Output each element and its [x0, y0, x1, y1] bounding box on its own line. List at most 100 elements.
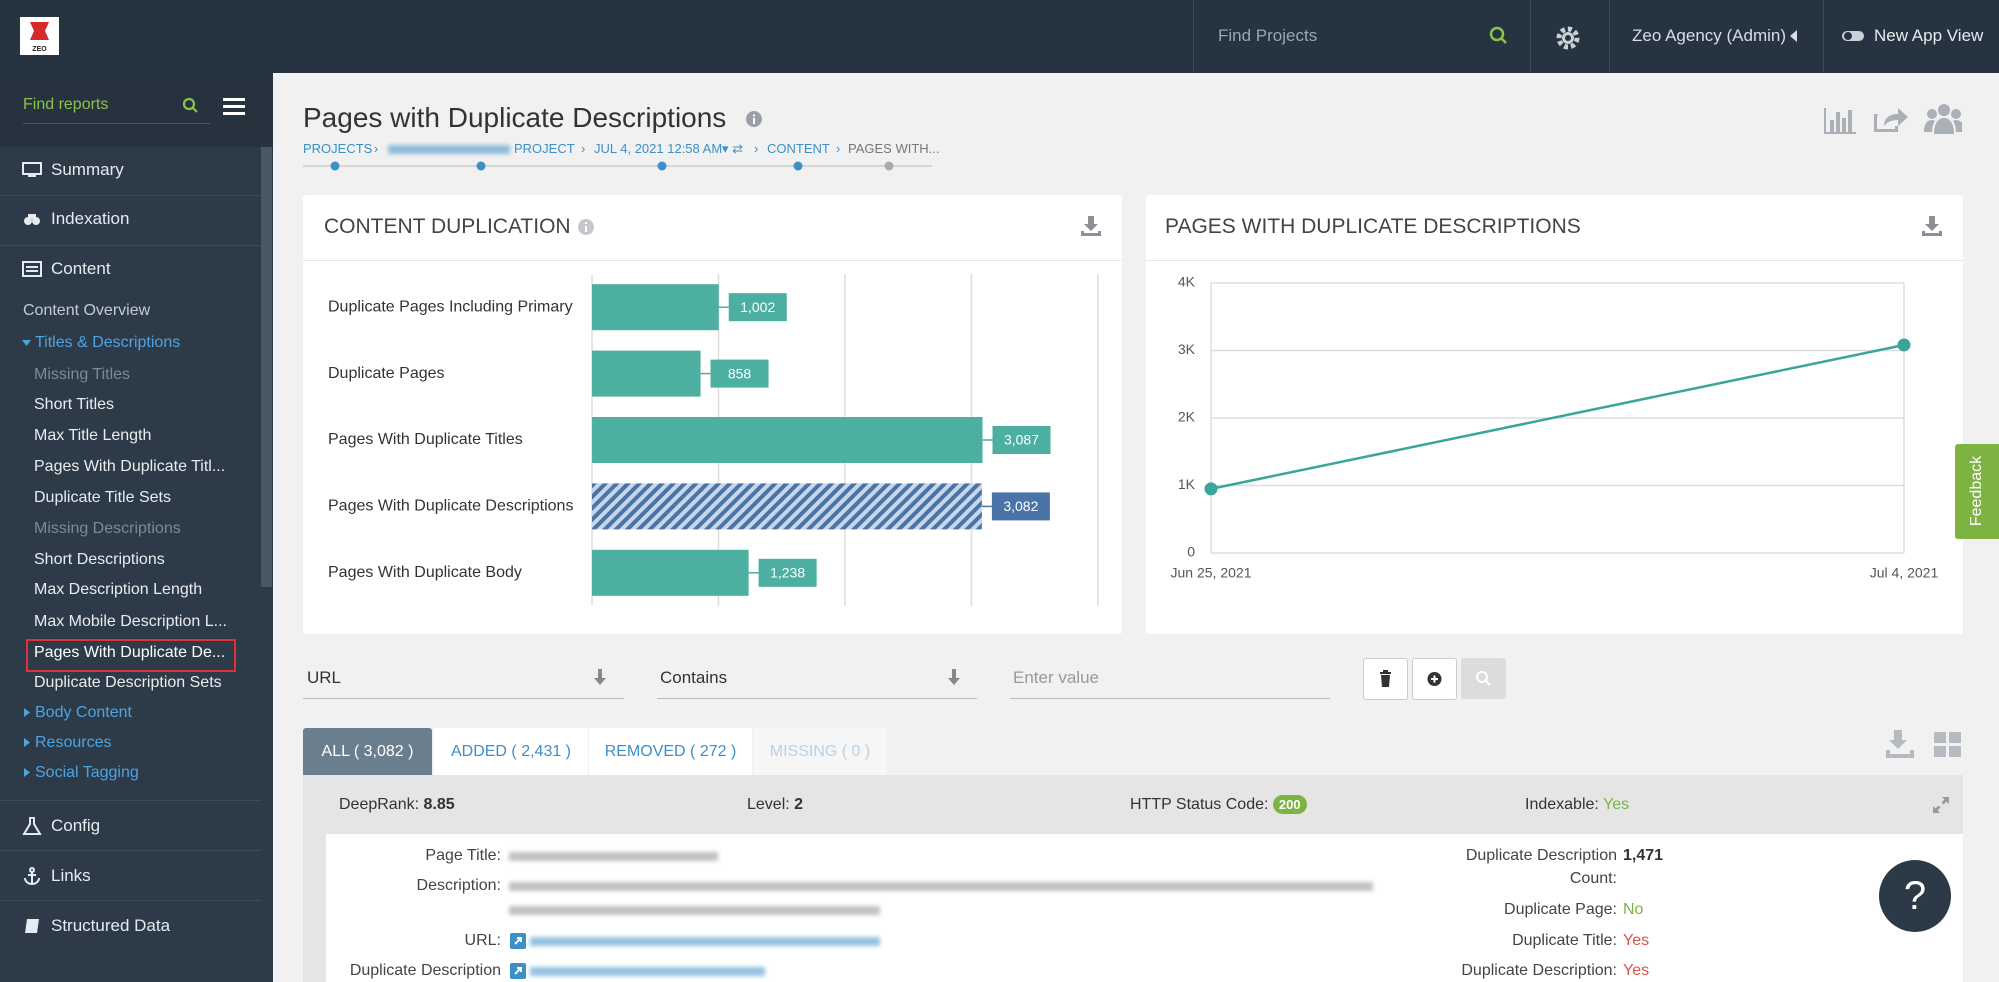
nav-content[interactable]: Content [51, 259, 111, 278]
nav-config[interactable]: Config [51, 816, 101, 835]
nav-item[interactable]: Content Overview [23, 302, 151, 319]
nav-structured-data[interactable]: Structured Data [51, 916, 171, 935]
nav-group[interactable]: Titles & Descriptions [35, 334, 181, 351]
bar [592, 417, 983, 463]
detail-value: No [1623, 901, 1644, 918]
nav-links[interactable]: Links [51, 866, 91, 885]
detail-label: Duplicate Page: [1504, 901, 1617, 918]
crawl-switch-icon[interactable]: ▾ ⇄ [722, 141, 744, 156]
indexation-icon [24, 214, 40, 225]
config-icon [22, 817, 42, 835]
external-link-icon[interactable] [510, 963, 526, 979]
nav-item[interactable]: Short Descriptions [34, 551, 165, 568]
active-highlight [26, 639, 236, 672]
add-button[interactable] [1412, 658, 1457, 700]
nav-group[interactable]: Social Tagging [35, 764, 139, 781]
toggle-icon[interactable] [1842, 30, 1864, 42]
value-label-box [991, 492, 1050, 521]
value-label: 3,087 [1004, 432, 1039, 448]
expand-caret [22, 340, 31, 346]
project-search[interactable]: Find Projects [1218, 26, 1318, 45]
filter-operator[interactable]: Contains [657, 658, 977, 699]
table-actions[interactable] [1884, 728, 1964, 762]
category-label: Pages With Duplicate Body [328, 564, 522, 581]
search-icon[interactable] [182, 97, 200, 115]
breadcrumb[interactable]: JUL 4, 2021 12:58 AM [594, 141, 723, 156]
nav-item[interactable]: Max Mobile Description L... [34, 613, 227, 630]
y-tick-label: 1K [1178, 476, 1196, 492]
redacted-link[interactable] [530, 937, 880, 946]
summary-value: 8.85 [423, 796, 455, 813]
feedback-tab[interactable]: Feedback [1955, 444, 1999, 539]
chart-title: CONTENT DUPLICATION [324, 215, 571, 238]
search-icon[interactable] [1489, 26, 1509, 46]
tab[interactable]: REMOVED ( 272 ) [589, 728, 752, 775]
breadcrumb[interactable]: CONTENT [767, 141, 830, 156]
separator [0, 850, 261, 851]
info-icon[interactable] [577, 218, 595, 236]
feedback-label[interactable]: Feedback [1968, 455, 1985, 527]
nav-item[interactable]: Short Titles [34, 396, 115, 413]
external-link-icon[interactable] [510, 933, 526, 949]
menu-icon[interactable] [223, 97, 245, 117]
settings-icon[interactable] [1555, 25, 1581, 51]
detail-value: Yes [1623, 932, 1650, 949]
download-icon[interactable] [1081, 216, 1101, 236]
summary-value: Yes [1603, 796, 1630, 813]
nav-item-active[interactable]: Pages With Duplicate De... [34, 644, 226, 661]
scrollbar [261, 147, 272, 587]
redacted-link[interactable] [530, 967, 765, 976]
nav-item[interactable]: Duplicate Description Sets [34, 674, 222, 691]
status-badge: 200 [1272, 795, 1307, 814]
dropdown-arrow [948, 669, 960, 685]
page-title: Pages with Duplicate Descriptions [303, 102, 727, 133]
detail-label: URL: [464, 932, 501, 949]
filter-field[interactable]: URL [303, 658, 624, 699]
expand-icon[interactable] [1932, 796, 1950, 814]
structured-data-icon [25, 919, 39, 933]
value-label: 3,082 [1003, 498, 1038, 514]
breadcrumb[interactable]: PROJECTS [303, 141, 373, 156]
search-button[interactable] [1461, 658, 1506, 699]
header-actions[interactable] [1822, 102, 1962, 136]
nav-summary[interactable]: Summary [51, 160, 124, 179]
nav-item[interactable]: Missing Titles [34, 366, 131, 383]
delete-button[interactable] [1363, 658, 1408, 700]
tab-active[interactable]: ALL ( 3,082 ) [303, 728, 432, 775]
dropdown-arrow [594, 669, 606, 685]
breadcrumb[interactable]: PROJECT [514, 141, 575, 156]
y-tick-label: 0 [1187, 544, 1195, 560]
tab-disabled: MISSING ( 0 ) [753, 728, 887, 775]
nav-group[interactable]: Resources [35, 734, 112, 751]
breadcrumb-track [303, 161, 932, 171]
nav-item[interactable]: Pages With Duplicate Titl... [34, 458, 226, 475]
detail-value: Yes [1623, 962, 1650, 979]
nav-item[interactable]: Max Description Length [34, 581, 203, 598]
redacted-value [509, 906, 880, 915]
category-label: Pages With Duplicate Descriptions [328, 498, 573, 515]
info-icon[interactable] [746, 111, 762, 127]
download-icon[interactable] [1922, 216, 1942, 236]
filter-value[interactable]: Enter value [1010, 658, 1330, 699]
logo-icon: ZEO [30, 22, 49, 53]
collapse-caret [24, 768, 30, 777]
detail-label: Count: [1569, 870, 1617, 887]
detail-label: Page Title: [425, 847, 501, 864]
nav-indexation[interactable]: Indexation [51, 209, 130, 228]
chart-title: PAGES WITH DUPLICATE DESCRIPTIONS [1165, 215, 1581, 238]
help-button[interactable]: ? [1879, 860, 1951, 932]
nav-item[interactable]: Max Title Length [34, 427, 152, 444]
nav-item[interactable]: Duplicate Title Sets [34, 489, 171, 506]
tab[interactable]: ADDED ( 2,431 ) [434, 728, 588, 775]
summary-label: HTTP Status Code: [1130, 796, 1269, 813]
report-search[interactable]: Find reports [23, 96, 109, 113]
nav-group[interactable]: Body Content [35, 704, 132, 721]
sidebar-search-area [0, 73, 273, 147]
new-app-view[interactable]: New App View [1874, 26, 1984, 45]
sidebar: Find reports [0, 73, 273, 982]
account-menu[interactable]: Zeo Agency (Admin) [1632, 26, 1787, 45]
value-label-box [728, 293, 787, 322]
separator [0, 195, 261, 196]
nav-item[interactable]: Missing Descriptions [34, 520, 181, 537]
